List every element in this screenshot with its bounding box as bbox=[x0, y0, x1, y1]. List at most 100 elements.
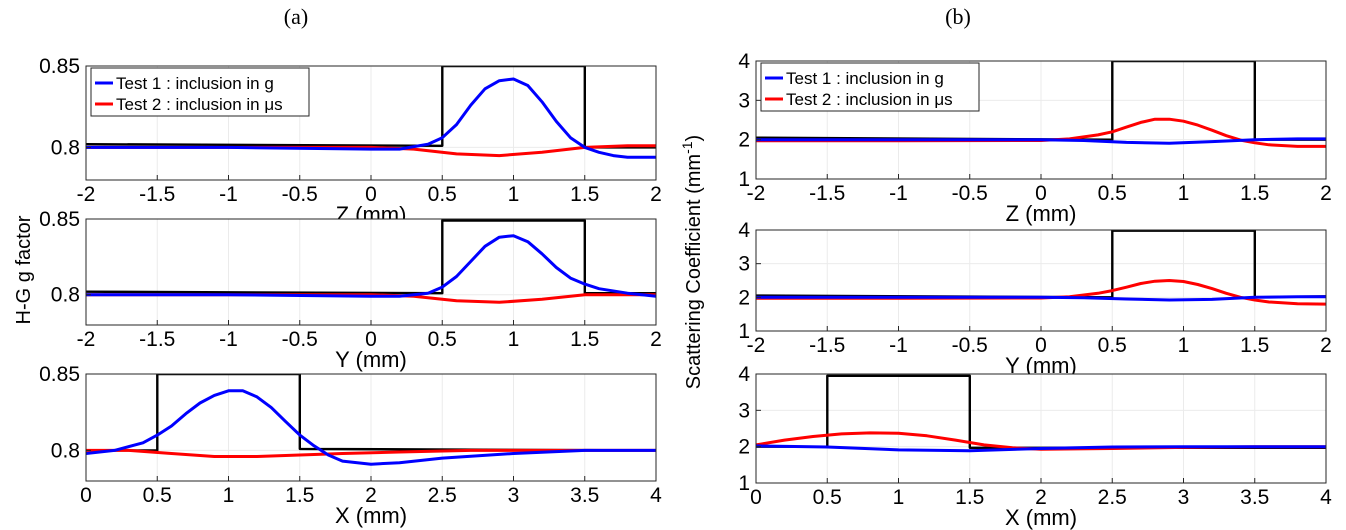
x-tick-label: 1.5 bbox=[1240, 182, 1269, 205]
x-tick-label: 2 bbox=[650, 328, 662, 351]
x-tick-label: 2 bbox=[365, 484, 377, 507]
legend-box bbox=[90, 67, 310, 117]
y-tick-label: 3 bbox=[738, 89, 750, 112]
x-tick-label: -1.5 bbox=[809, 334, 845, 357]
x-tick-label: 1 bbox=[1178, 182, 1190, 205]
y-tick-label: 1 bbox=[738, 472, 750, 495]
legend-entry: Test 1 : inclusion in g bbox=[116, 74, 274, 93]
plots: -2 -1.5 -1 -0.5 0 0.5 1 1.5 2 0.8 0.85 Z (mm) Test 1… bbox=[39, 50, 1332, 530]
test2-series-line bbox=[86, 448, 656, 458]
x-tick-label: -0.5 bbox=[282, 183, 318, 206]
x-tick-label: 1 bbox=[1178, 334, 1190, 357]
y-tick-label: 4 bbox=[738, 363, 750, 386]
y-tick-label: 1 bbox=[738, 320, 750, 343]
subplot-b-3: 0 0.5 1 1.5 2 2.5 3 3.5 4 1 2 3 4 X (mm) bbox=[738, 363, 1332, 530]
x-tick-label: 0.5 bbox=[1098, 334, 1127, 357]
x-tick-label: 1.5 bbox=[285, 484, 314, 507]
x-tick-label: -0.5 bbox=[282, 328, 318, 351]
x-axis-label: X (mm) bbox=[1005, 505, 1077, 530]
x-tick-label: 3 bbox=[508, 484, 520, 507]
y-tick-label: 4 bbox=[738, 50, 750, 73]
x-tick-label: 1 bbox=[508, 183, 520, 206]
y-tick-label: 0.85 bbox=[39, 55, 80, 78]
test1-series-line bbox=[86, 77, 656, 159]
x-tick-label: -1 bbox=[889, 334, 908, 357]
x-tick-label: 4 bbox=[1320, 486, 1332, 509]
subplot-a-1: -2 -1.5 -1 -0.5 0 0.5 1 1.5 20.80.85Z (mm)Test 1… bbox=[39, 55, 662, 227]
y-tick-label: 0.85 bbox=[39, 208, 80, 231]
x-tick-label: 0 bbox=[1035, 182, 1047, 205]
x-tick-label: -1 bbox=[219, 328, 238, 351]
x-axis-label: Y (mm) bbox=[335, 347, 407, 372]
test1-series-line bbox=[756, 137, 1326, 145]
panel-b-y-axis-label-exponent: -1 bbox=[679, 141, 695, 154]
x-tick-label: 4 bbox=[650, 484, 662, 507]
x-axis-label: X (mm) bbox=[335, 503, 407, 528]
panel-b-label: (b) bbox=[945, 4, 971, 29]
test1-series-line bbox=[756, 444, 1326, 453]
panel-a-y-axis-label: H-G g factor bbox=[13, 215, 35, 324]
x-tick-label: -0.5 bbox=[952, 334, 988, 357]
panel-b-y-axis-label-main: Scattering Coefficient (mm bbox=[683, 154, 705, 389]
x-tick-label: 0 bbox=[365, 183, 377, 206]
x-tick-label: 2 bbox=[1320, 334, 1332, 357]
x-tick-label: 0 bbox=[1035, 334, 1047, 357]
x-tick-label: -0.5 bbox=[952, 182, 988, 205]
x-axis-label: Z (mm) bbox=[1006, 201, 1077, 226]
x-tick-label: -2 bbox=[747, 334, 766, 357]
legend-entry: Test 1 : inclusion in g bbox=[786, 69, 944, 88]
y-tick-label: 0.8 bbox=[51, 284, 80, 307]
x-tick-label: 3 bbox=[1178, 486, 1190, 509]
x-tick-label: 2.5 bbox=[1098, 486, 1127, 509]
x-tick-label: 2 bbox=[650, 183, 662, 206]
x-tick-label: 1 bbox=[223, 484, 235, 507]
x-tick-label: 1 bbox=[893, 486, 905, 509]
subplot-a-2: -2 -1.5 -1 -0.5 0 0.5 1 1.5 2 0.8 0.85 Y (mm) bbox=[39, 208, 662, 372]
x-tick-label: 0 bbox=[80, 484, 92, 507]
subplot-b-1: -2 -1.5 -1 -0.5 0 0.5 1 1.5 2 1 2 3 4 Z (mm) Test 1 : … bbox=[738, 50, 1332, 226]
x-tick-label: 2 bbox=[1035, 486, 1047, 509]
x-tick-label: 0.5 bbox=[1098, 182, 1127, 205]
y-tick-label: 2 bbox=[738, 436, 750, 459]
x-tick-label: -2 bbox=[77, 183, 96, 206]
x-tick-label: 3.5 bbox=[1240, 486, 1269, 509]
legend-entry: Test 2 : inclusion in μs bbox=[116, 95, 283, 114]
x-tick-label: 1.5 bbox=[1240, 334, 1269, 357]
y-tick-label: 4 bbox=[738, 219, 750, 242]
x-tick-label: 1 bbox=[508, 328, 520, 351]
x-tick-label: 0.5 bbox=[143, 484, 172, 507]
panel-b-y-axis-label-close: ) bbox=[683, 135, 705, 142]
subplot-a-3: 0 0.5 1 1.5 2 2.5 3 3.5 4 0.8 0.85 X (mm) bbox=[39, 363, 662, 528]
y-tick-label: 2 bbox=[738, 129, 750, 152]
test1-series-line bbox=[756, 295, 1326, 302]
x-tick-label: 0.5 bbox=[428, 183, 457, 206]
y-tick-label: 0.8 bbox=[51, 136, 80, 159]
panel-b-y-axis-label: Scattering Coefficient (mm-1) bbox=[679, 135, 705, 389]
y-tick-label: 1 bbox=[738, 168, 750, 191]
x-tick-label: -1.5 bbox=[139, 183, 175, 206]
x-tick-label: -2 bbox=[747, 182, 766, 205]
y-tick-label: 3 bbox=[738, 399, 750, 422]
y-tick-label: 2 bbox=[738, 286, 750, 309]
legend-box bbox=[760, 62, 980, 112]
x-tick-label: 0 bbox=[365, 328, 377, 351]
legend-entry: Test 2 : inclusion in μs bbox=[786, 90, 953, 109]
x-tick-label: -1 bbox=[219, 183, 238, 206]
x-tick-label: -2 bbox=[77, 328, 96, 351]
x-tick-label: 1.5 bbox=[570, 328, 599, 351]
x-tick-label: -1.5 bbox=[139, 328, 175, 351]
x-tick-label: 1.5 bbox=[955, 486, 984, 509]
x-tick-label: 2.5 bbox=[428, 484, 457, 507]
x-tick-label: 0.5 bbox=[813, 486, 842, 509]
x-tick-label: 2 bbox=[1320, 182, 1332, 205]
x-tick-label: -1.5 bbox=[809, 182, 845, 205]
test1-series-line bbox=[86, 234, 656, 298]
y-tick-label: 0.85 bbox=[39, 363, 80, 386]
x-tick-label: -1 bbox=[889, 182, 908, 205]
test1-series-line bbox=[86, 389, 656, 466]
x-tick-label: 0 bbox=[750, 486, 762, 509]
x-tick-label: 0.5 bbox=[428, 328, 457, 351]
y-tick-label: 3 bbox=[738, 253, 750, 276]
y-tick-label: 0.8 bbox=[51, 439, 80, 462]
